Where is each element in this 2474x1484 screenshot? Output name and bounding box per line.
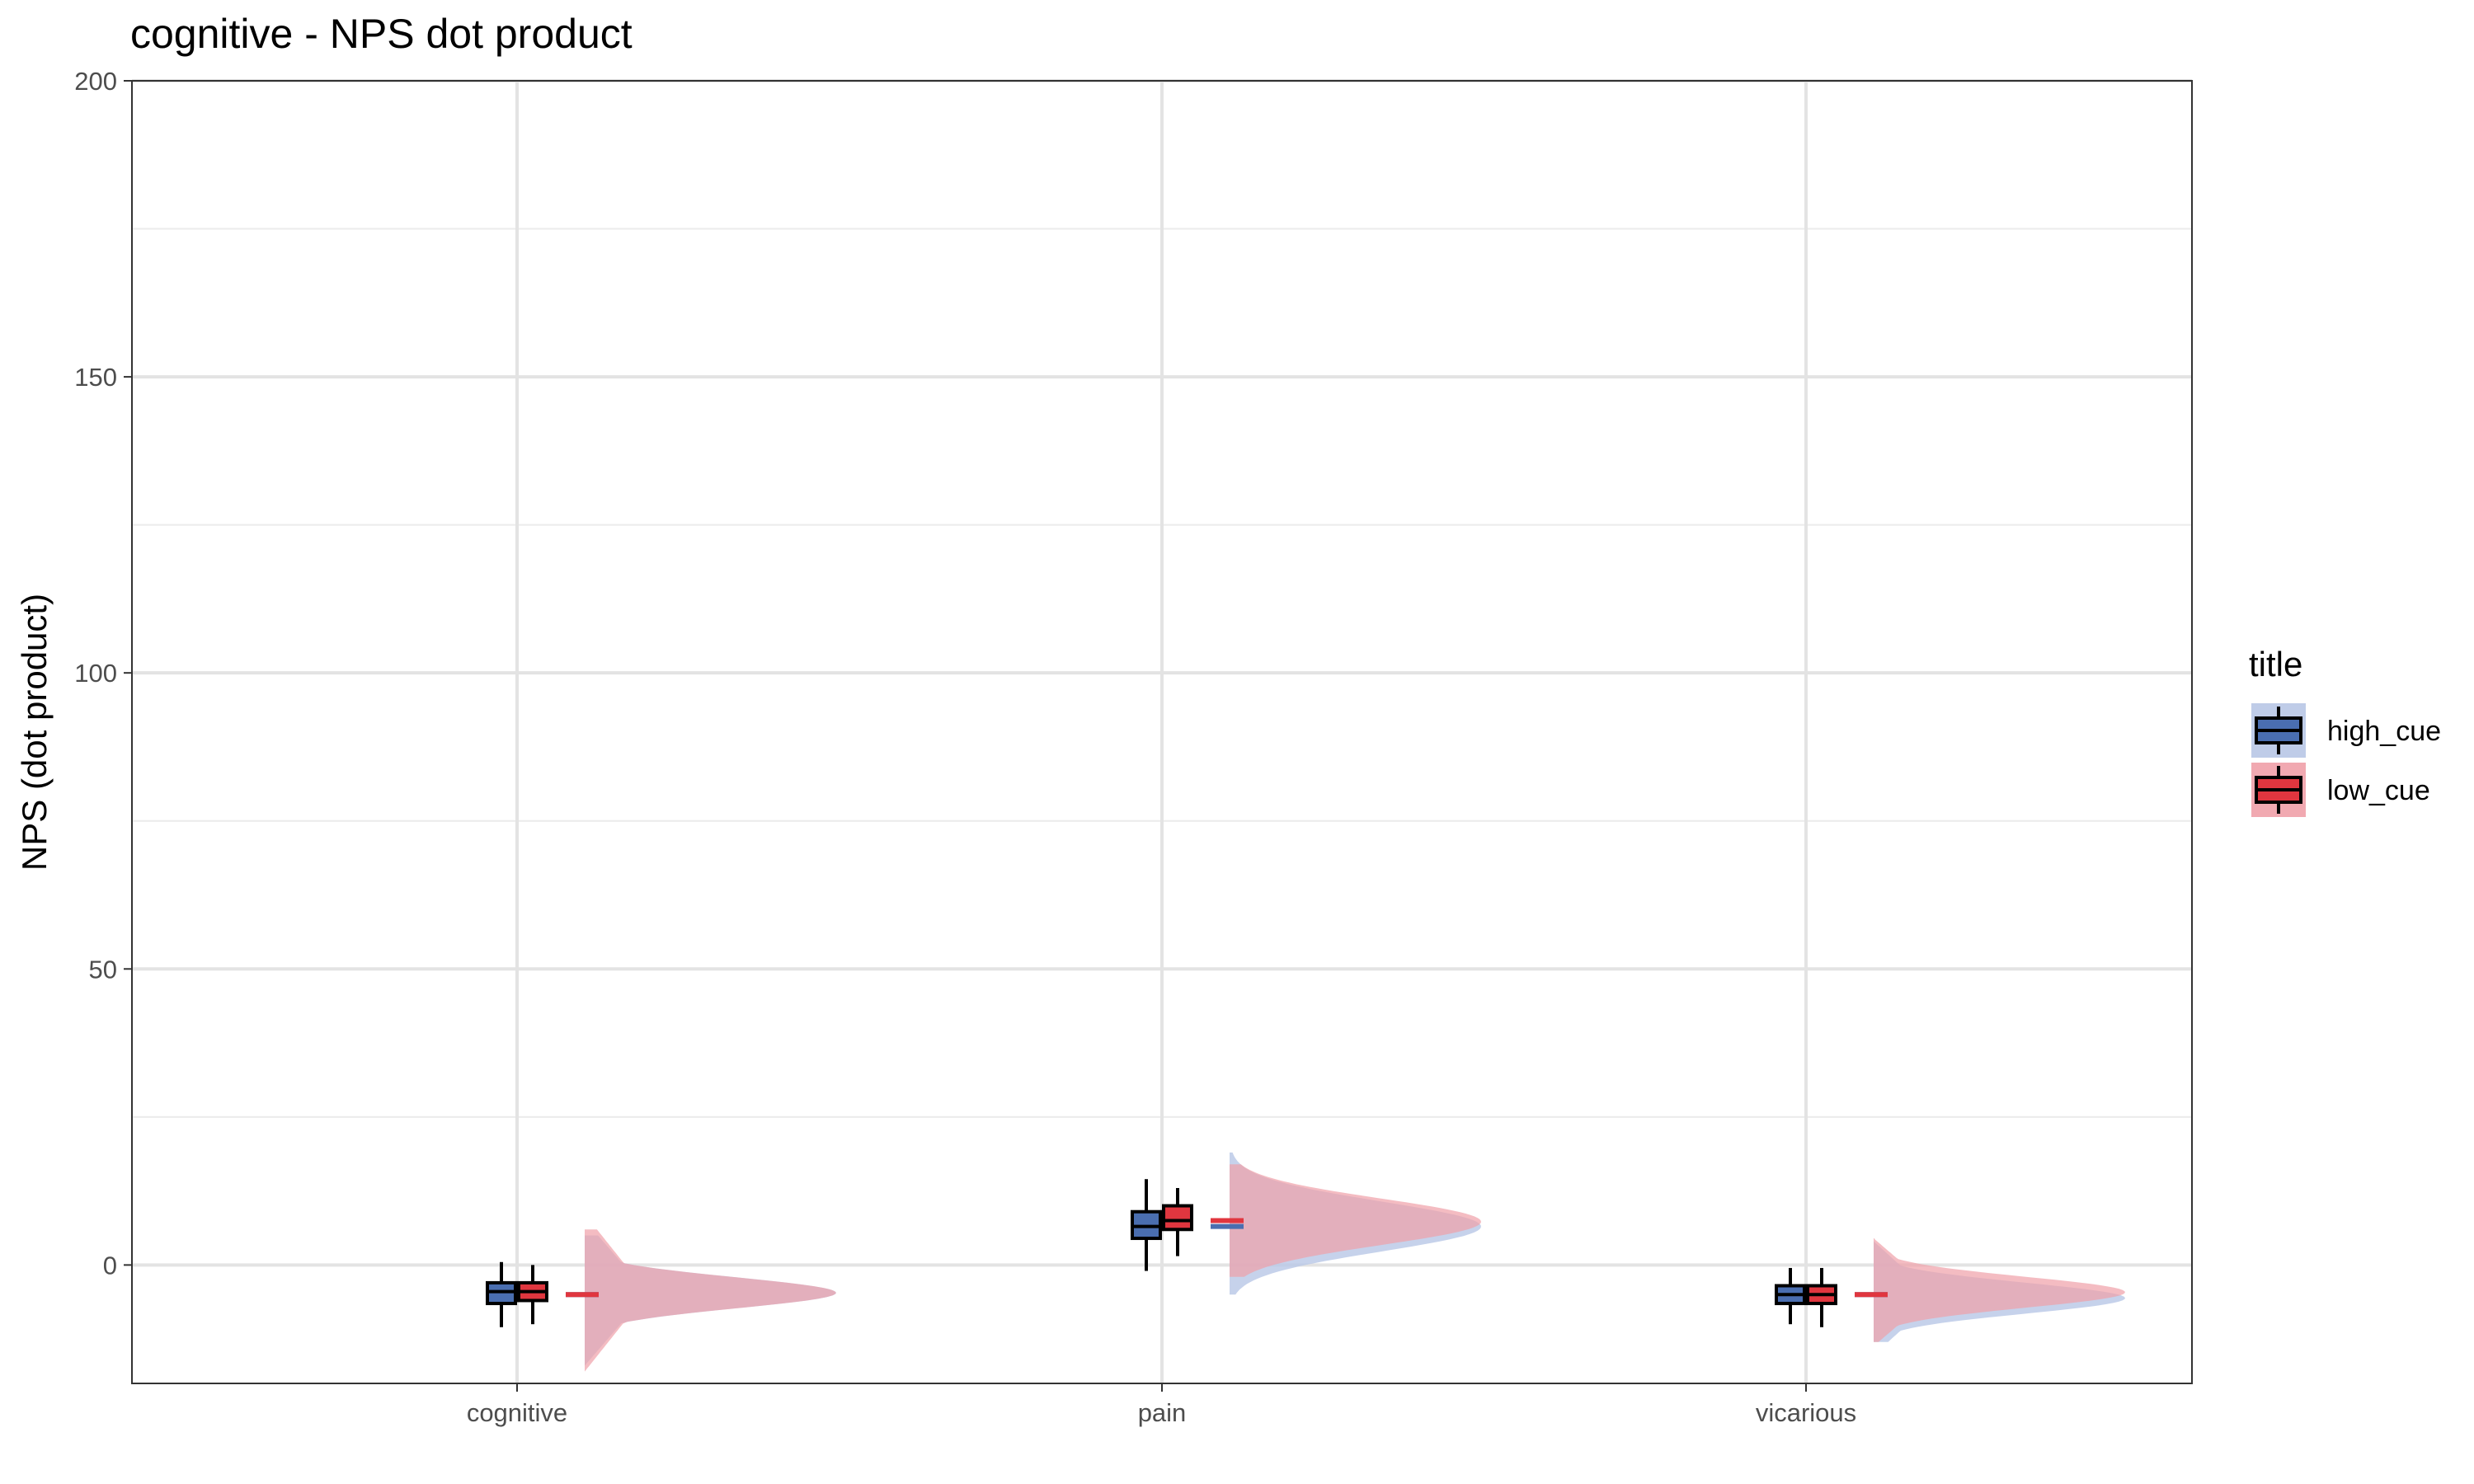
y-tick-label: 150 (74, 363, 117, 392)
legend-label-low_cue: low_cue (2327, 775, 2430, 806)
legend-item-low_cue: low_cue (2251, 763, 2430, 817)
boxplot-high_cue-vicarious (1775, 1267, 1806, 1325)
x-tick-label: vicarious (1756, 1398, 1856, 1427)
x-tick-label: cognitive (467, 1398, 567, 1427)
y-tick-label: 50 (89, 955, 117, 984)
density-layer (585, 1152, 2125, 1372)
boxplot-low_cue-pain (1162, 1188, 1193, 1256)
legend-item-high_cue: high_cue (2251, 703, 2441, 758)
boxplot-high_cue-pain (1131, 1179, 1162, 1271)
x-axis-ticks: cognitive pain vicarious (467, 1383, 1856, 1427)
density-low_cue-vicarious (1874, 1238, 2125, 1342)
y-axis-title: NPS (dot product) (15, 594, 54, 871)
boxplot-low_cue-vicarious (1806, 1267, 1837, 1327)
y-axis-ticks: 0 50 100 150 200 (74, 67, 132, 1280)
boxplot-low_cue-cognitive (517, 1265, 548, 1325)
chart-title: cognitive - NPS dot product (130, 11, 633, 57)
y-tick-label: 100 (74, 659, 117, 688)
x-tick-label: pain (1138, 1398, 1187, 1427)
legend-title: title (2249, 645, 2302, 683)
boxplot-high_cue-cognitive (486, 1261, 517, 1327)
y-tick-label: 200 (74, 67, 117, 96)
mean-marker-layer (566, 1218, 1888, 1298)
boxplot-layer (486, 1179, 1837, 1327)
legend: title high_cue low_cue (2249, 645, 2441, 817)
y-tick-label: 0 (103, 1251, 117, 1280)
legend-label-high_cue: high_cue (2327, 716, 2441, 747)
density-low_cue-pain (1230, 1164, 1481, 1277)
box (1162, 1204, 1193, 1232)
density-low_cue-cognitive (585, 1229, 836, 1372)
